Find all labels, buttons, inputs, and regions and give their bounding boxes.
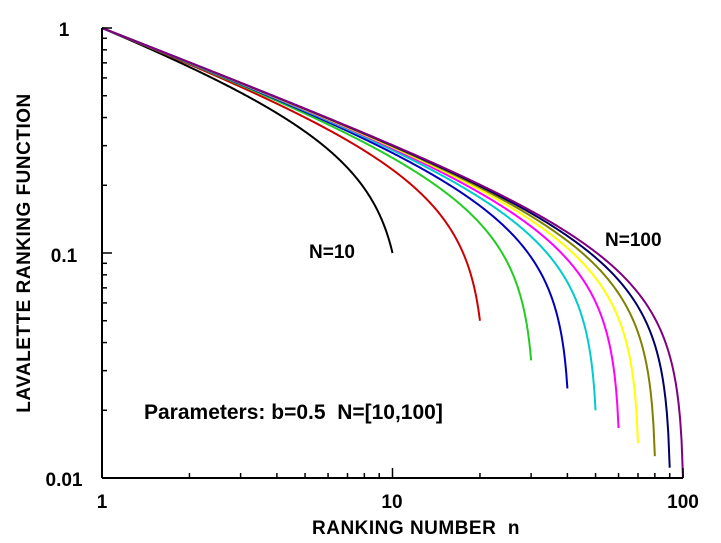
y-tick-label-0.01: 0.01 (46, 470, 83, 491)
series-line-n10 (101, 27, 394, 254)
y-tick-label-1: 1 (59, 20, 70, 41)
annotation-n10: N=10 (309, 242, 355, 263)
y-axis-title: LAVALETTE RANKING FUNCTION (14, 93, 35, 412)
series-line-n100 (101, 27, 684, 479)
annotation-n100: N=100 (605, 230, 662, 251)
series-line-n40 (101, 27, 569, 389)
tick-marks (101, 27, 684, 479)
x-tick-label-1: 1 (97, 492, 108, 513)
series-line-n30 (101, 27, 533, 361)
x-tick-label-100: 100 (667, 492, 699, 513)
x-tick-label-10: 10 (381, 492, 402, 513)
series-line-n20 (101, 27, 481, 321)
series-line-n70 (101, 27, 639, 444)
x-axis-title: RANKING NUMBER n (312, 518, 520, 539)
y-tick-label-0.1: 0.1 (51, 246, 78, 267)
series-line-n80 (101, 27, 656, 457)
parameters-annotation: Parameters: b=0.5 N=[10,100] (144, 401, 443, 424)
series-group (101, 27, 684, 479)
